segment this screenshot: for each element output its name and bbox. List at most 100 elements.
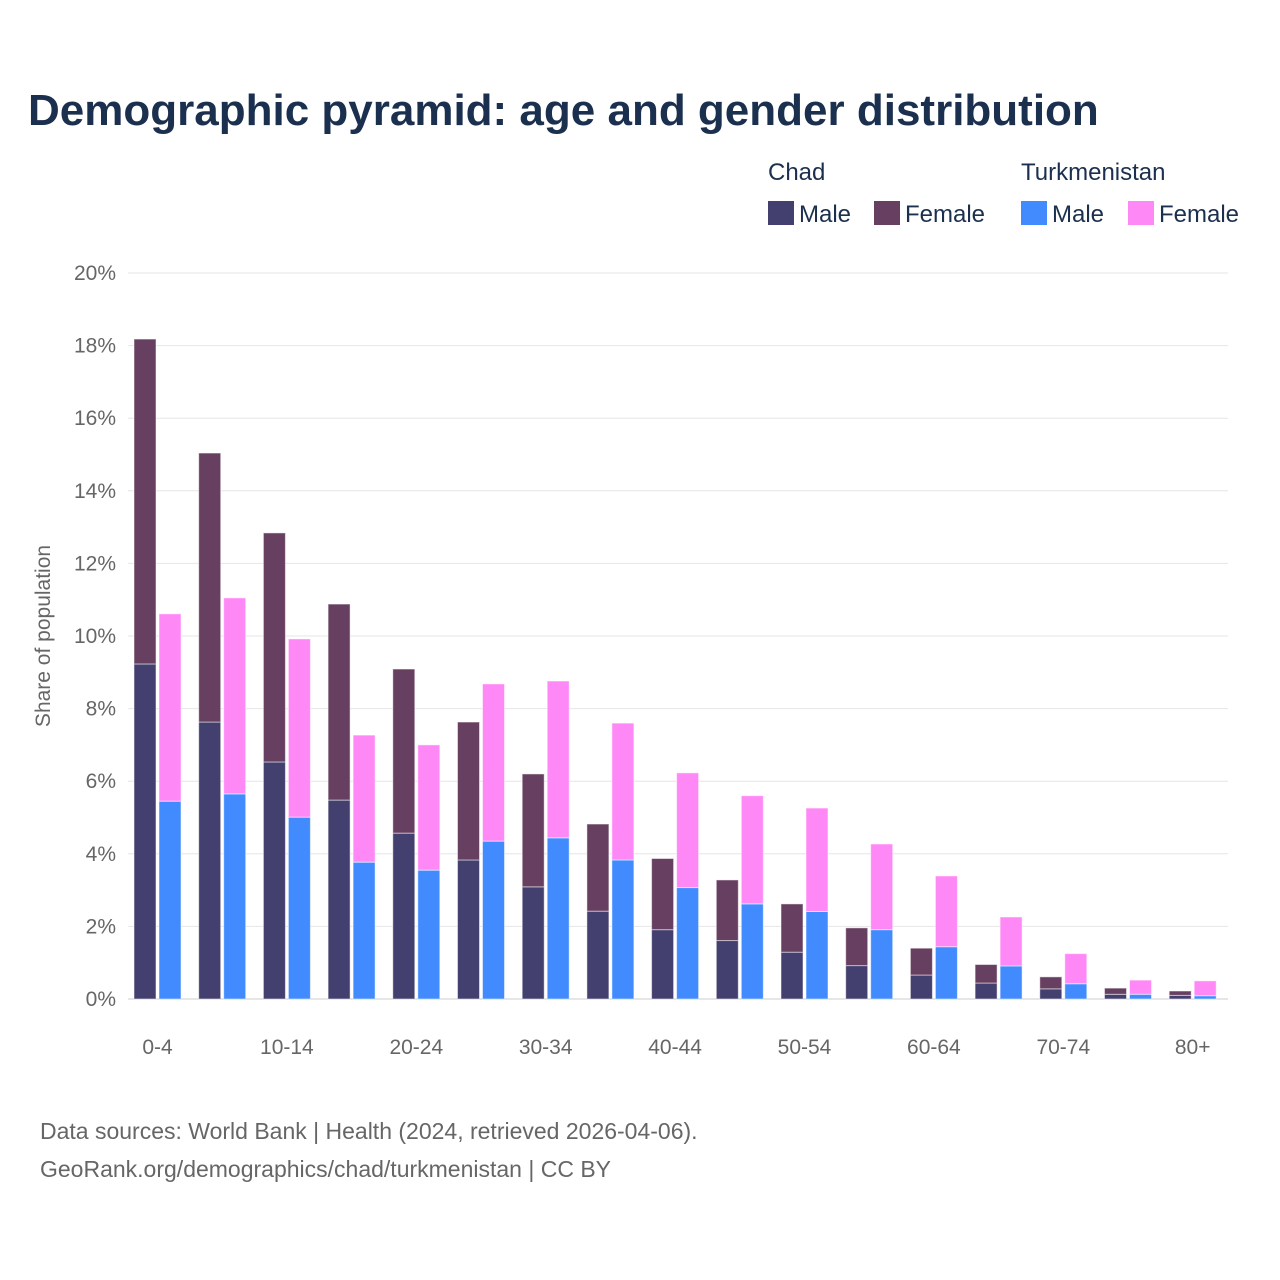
bar-chad-male-25-29 bbox=[457, 859, 480, 1000]
bar-turkmenistan-male-45-49 bbox=[740, 903, 764, 1000]
bar-chad-male-40-44 bbox=[651, 929, 675, 1000]
legend-group-chad: Chad bbox=[768, 159, 825, 186]
x-tick-label: 10-14 bbox=[260, 1036, 314, 1059]
x-tick-label: 30-34 bbox=[519, 1036, 573, 1059]
bar-chad-female-40-44 bbox=[651, 858, 675, 931]
bar-chad-female-65-69 bbox=[974, 964, 998, 984]
x-tick-label: 60-64 bbox=[907, 1036, 961, 1059]
bar-turkmenistan-female-50-54 bbox=[805, 807, 829, 913]
bar-turkmenistan-male-55-59 bbox=[870, 929, 894, 1000]
bar-turkmenistan-male-35-39 bbox=[611, 859, 635, 1000]
y-tick-label: 16% bbox=[74, 407, 116, 430]
bar-turkmenistan-female-55-59 bbox=[870, 843, 894, 931]
bar-turkmenistan-female-65-69 bbox=[999, 916, 1023, 967]
legend-swatch-turk-male bbox=[1021, 201, 1047, 225]
y-tick-label: 20% bbox=[74, 262, 116, 285]
x-tick-label: 80+ bbox=[1175, 1036, 1211, 1059]
bar-turkmenistan-male-50-54 bbox=[805, 911, 829, 1000]
y-tick-label: 12% bbox=[74, 552, 116, 575]
y-tick-label: 4% bbox=[86, 843, 116, 866]
legend-swatch-turk-female bbox=[1128, 201, 1154, 225]
bar-turkmenistan-male-25-29 bbox=[482, 840, 505, 1000]
bar-turkmenistan-male-15-19 bbox=[352, 861, 376, 1000]
bar-turkmenistan-female-70-74 bbox=[1064, 953, 1088, 985]
bar-chad-female-25-29 bbox=[457, 721, 480, 861]
y-tick-label: 2% bbox=[86, 915, 116, 938]
bar-chad-male-0-4 bbox=[133, 663, 157, 1000]
x-tick-label: 70-74 bbox=[1036, 1036, 1090, 1059]
legend-label-turk-female: Female bbox=[1159, 201, 1239, 228]
bar-turkmenistan-male-10-14 bbox=[287, 816, 311, 1000]
bar-turkmenistan-male-75-79 bbox=[1129, 993, 1152, 1000]
bar-chad-male-15-19 bbox=[327, 799, 351, 1000]
bar-turkmenistan-female-10-14 bbox=[287, 638, 311, 818]
bar-chad-female-10-14 bbox=[262, 532, 286, 763]
bar-chad-female-30-34 bbox=[521, 773, 545, 888]
bar-chad-female-75-79 bbox=[1104, 987, 1127, 995]
legend: Chad Male Female Turkmenistan Male Femal… bbox=[768, 159, 1239, 228]
bar-turkmenistan-female-30-34 bbox=[546, 680, 570, 839]
bar-chad-female-60-64 bbox=[909, 947, 933, 976]
x-tick-label: 40-44 bbox=[648, 1036, 702, 1059]
bar-chad-male-55-59 bbox=[845, 965, 869, 1000]
bar-turkmenistan-female-60-64 bbox=[934, 875, 958, 948]
legend-label-turk-male: Male bbox=[1052, 201, 1104, 228]
legend-swatch-chad-male bbox=[768, 201, 794, 225]
bar-turkmenistan-female-20-24 bbox=[417, 744, 441, 871]
bar-turkmenistan-female-45-49 bbox=[740, 795, 764, 905]
bar-chad-female-50-54 bbox=[780, 903, 804, 953]
bar-chad-male-80+ bbox=[1168, 994, 1192, 1000]
bar-turkmenistan-female-40-44 bbox=[676, 772, 700, 889]
bar-turkmenistan-male-20-24 bbox=[417, 869, 441, 1000]
y-tick-label: 8% bbox=[86, 698, 116, 721]
bar-chad-male-45-49 bbox=[715, 940, 739, 1000]
bar-chad-male-50-54 bbox=[780, 951, 804, 1000]
bar-chad-male-20-24 bbox=[392, 832, 416, 1000]
y-tick-label: 10% bbox=[74, 625, 116, 648]
x-tick-label: 50-54 bbox=[778, 1036, 832, 1059]
bar-chad-female-55-59 bbox=[845, 927, 869, 967]
bar-turkmenistan-female-75-79 bbox=[1129, 979, 1152, 995]
bar-turkmenistan-male-65-69 bbox=[999, 965, 1023, 1000]
bar-turkmenistan-male-0-4 bbox=[158, 800, 182, 1000]
bar-turkmenistan-male-70-74 bbox=[1064, 983, 1088, 1000]
y-tick-label: 6% bbox=[86, 770, 116, 793]
legend-label-chad-male: Male bbox=[799, 201, 851, 228]
bar-chad-female-15-19 bbox=[327, 603, 351, 801]
bar-chad-male-75-79 bbox=[1104, 993, 1127, 1000]
bar-chad-female-35-39 bbox=[586, 823, 610, 912]
y-tick-label: 18% bbox=[74, 335, 116, 358]
bar-chad-female-45-49 bbox=[715, 879, 739, 942]
bar-chad-male-5-9 bbox=[198, 721, 222, 1000]
bar-chad-male-65-69 bbox=[974, 982, 998, 1000]
bar-turkmenistan-male-5-9 bbox=[223, 793, 247, 1000]
bar-chad-male-60-64 bbox=[909, 974, 933, 1000]
footer-url: GeoRank.org/demographics/chad/turkmenist… bbox=[40, 1156, 611, 1182]
bar-chad-female-5-9 bbox=[198, 452, 222, 723]
y-axis-label: Share of population bbox=[32, 545, 55, 727]
bar-turkmenistan-male-40-44 bbox=[676, 887, 700, 1000]
bar-chad-female-20-24 bbox=[392, 668, 416, 834]
bar-turkmenistan-female-25-29 bbox=[482, 683, 505, 842]
bar-turkmenistan-male-60-64 bbox=[934, 946, 958, 1000]
bar-turkmenistan-female-5-9 bbox=[223, 597, 247, 795]
legend-swatch-chad-female bbox=[874, 201, 900, 225]
x-tick-label: 20-24 bbox=[389, 1036, 443, 1059]
bar-chad-female-80+ bbox=[1168, 990, 1192, 996]
bar-chad-male-10-14 bbox=[262, 761, 286, 1000]
legend-group-turkmenistan: Turkmenistan bbox=[1021, 159, 1166, 186]
y-tick-label: 0% bbox=[86, 988, 116, 1011]
x-tick-label: 0-4 bbox=[142, 1036, 173, 1059]
bar-turkmenistan-male-30-34 bbox=[546, 837, 570, 1000]
bar-chad-female-0-4 bbox=[133, 338, 157, 665]
bar-chad-female-70-74 bbox=[1039, 976, 1063, 990]
bar-chad-male-70-74 bbox=[1039, 988, 1063, 1000]
legend-label-chad-female: Female bbox=[905, 201, 985, 228]
chart-title: Demographic pyramid: age and gender dist… bbox=[28, 86, 1099, 135]
bar-turkmenistan-female-15-19 bbox=[352, 734, 376, 863]
bar-turkmenistan-female-35-39 bbox=[611, 722, 635, 861]
bar-turkmenistan-female-80+ bbox=[1193, 980, 1217, 997]
bar-chad-male-30-34 bbox=[521, 886, 545, 1000]
bar-chad-male-35-39 bbox=[586, 910, 610, 1000]
